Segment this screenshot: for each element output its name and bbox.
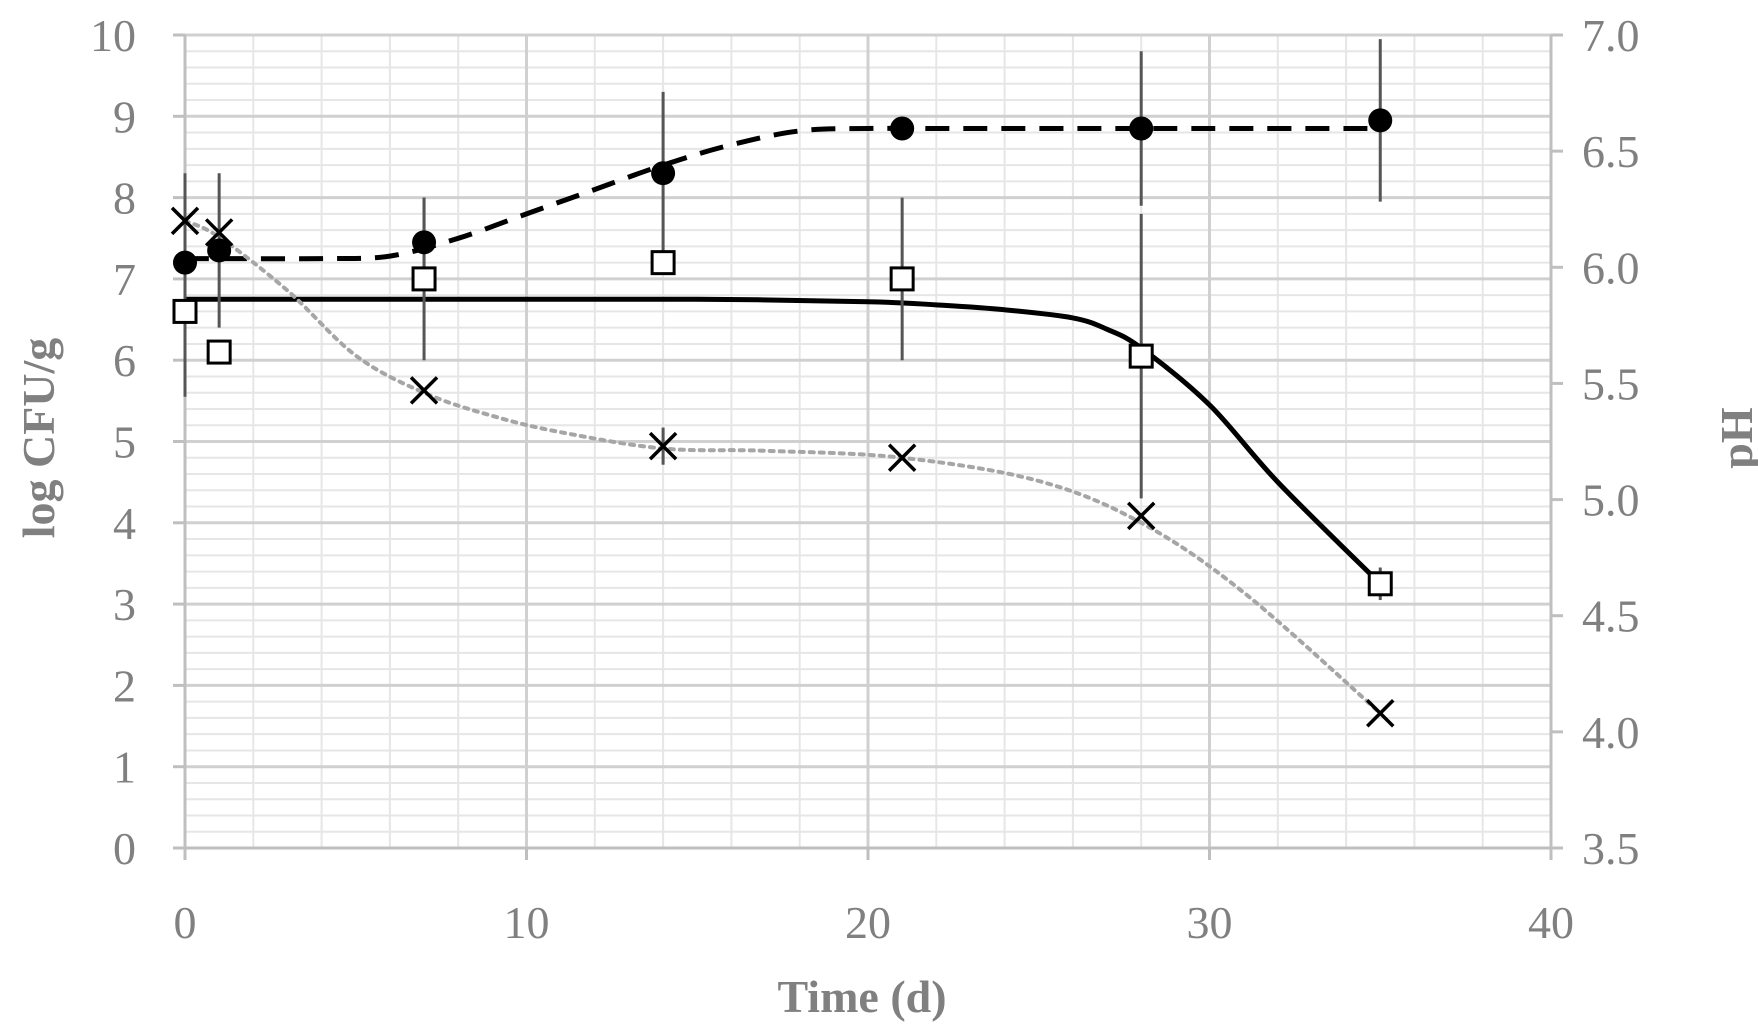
y-tick-label: 8 [113,173,136,224]
marker-cross-stroke [1366,699,1395,728]
marker-open-square [650,250,676,276]
y-tick-label: 10 [90,10,136,61]
y-tick-label: 7 [113,254,136,305]
marker-filled-circle [651,161,676,186]
y2-tick-label: 5.0 [1582,475,1640,526]
marker-cross [1126,501,1156,531]
y2-tick-label: 3.5 [1582,823,1640,874]
x-tick-label: 0 [174,897,197,948]
trend-line-filled-circle [184,125,1381,262]
y-tick-label: 4 [113,498,136,549]
marker-filled-circle [207,238,232,263]
y-tick-label: 6 [113,335,136,386]
marker-cross [1366,699,1395,728]
marker-cross-stroke [409,376,439,405]
data-markers [170,108,1395,728]
marker-cross-stroke [1126,501,1156,531]
y2-tick-label: 4.5 [1582,591,1640,642]
y-tick-label: 0 [113,823,136,874]
marker-open-square [411,266,437,292]
x-axis-title: Time (d) [777,971,946,1022]
trend-line-open-square [185,296,1383,586]
x-tick-label: 30 [1187,897,1233,948]
y-tick-label: 1 [113,742,136,793]
y2-axis-title: pH [1711,407,1758,469]
y-axis-title: log CFU/g [13,338,64,539]
x-tick-label: 20 [845,897,891,948]
marker-filled-circle [890,116,915,141]
marker-cross-stroke [204,218,234,247]
marker-cross-stroke [887,443,917,472]
marker-filled-circle [1368,108,1393,133]
y2-tick-label: 4.0 [1582,707,1640,758]
y-tick-label: 3 [113,579,136,630]
trend-line-cross [183,218,1383,716]
marker-filled-circle [173,250,197,275]
marker-filled-circle [1129,116,1154,141]
y2-tick-label: 7.0 [1582,10,1640,61]
marker-open-square [1367,571,1393,597]
trend-lines [183,125,1383,716]
marker-cross-stroke [170,206,200,236]
marker-cross [204,218,234,247]
marker-filled-circle [412,230,437,255]
marker-cross [409,376,439,405]
y2-tick-label: 6.5 [1582,126,1640,177]
y2-tick-label: 6.0 [1582,242,1640,293]
marker-open-square [206,339,232,365]
marker-open-square [172,298,198,324]
marker-cross-stroke [648,431,678,461]
marker-open-square [1128,343,1154,369]
tick-labels: 0 10 20 30 40 0 1 2 3 4 5 6 7 8 9 10 3.5 4.0 4.5 5.0 5.5 6.0 6… [90,10,1640,948]
y-tick-label: 5 [113,417,136,468]
y-tick-label: 2 [113,660,136,711]
x-tick-label: 40 [1528,897,1574,948]
y-tick-label: 9 [113,91,136,142]
marker-open-square [889,266,915,292]
axes [173,33,1563,860]
x-tick-label: 10 [504,897,550,948]
marker-cross [887,443,917,472]
marker-cross [648,431,678,461]
marker-cross [170,206,200,236]
y2-tick-label: 5.5 [1582,358,1640,409]
